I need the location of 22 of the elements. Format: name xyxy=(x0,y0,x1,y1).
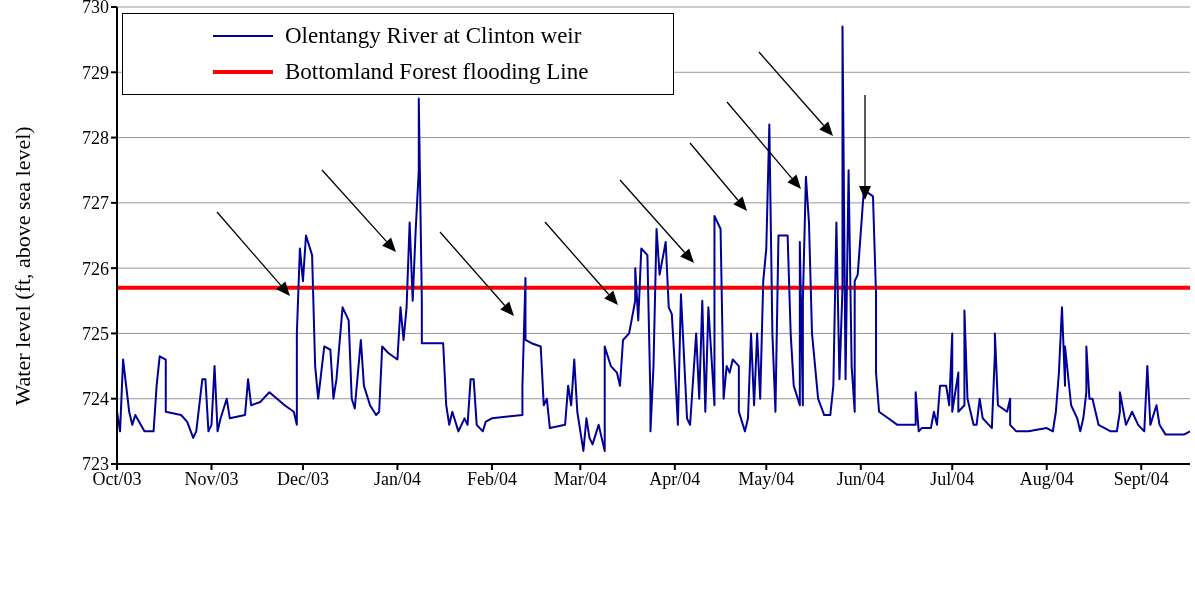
x-tick-label: Apr/04 xyxy=(649,468,701,489)
y-tick-label: 724 xyxy=(82,389,109,410)
x-tick-label: Jan/04 xyxy=(373,468,421,489)
y-axis-title: Water level (ft, above sea level) xyxy=(9,126,35,406)
x-tick-label: Aug/04 xyxy=(1019,468,1074,489)
y-tick-label: 729 xyxy=(82,62,109,83)
x-tick-label: Jul/04 xyxy=(930,468,975,489)
x-tick-label: Dec/03 xyxy=(276,468,329,489)
y-tick-label: 728 xyxy=(82,127,109,148)
x-tick-label: Sept/04 xyxy=(1113,468,1169,489)
x-tick-label: Jun/04 xyxy=(836,468,885,489)
x-tick-label: May/04 xyxy=(738,468,795,489)
y-tick-label: 727 xyxy=(82,193,109,214)
x-tick-label: Mar/04 xyxy=(553,468,607,489)
line-series xyxy=(117,25,1190,452)
y-tick-label: 726 xyxy=(82,258,109,279)
x-tick-label: Feb/04 xyxy=(466,468,517,489)
x-tick-label: Nov/03 xyxy=(184,468,239,489)
y-tick-label: 730 xyxy=(82,0,109,18)
legend-label: Bottomland Forest flooding Line xyxy=(285,59,589,85)
legend-label: Olentangy River at Clinton weir xyxy=(285,23,582,49)
y-tick-label: 725 xyxy=(82,323,109,344)
